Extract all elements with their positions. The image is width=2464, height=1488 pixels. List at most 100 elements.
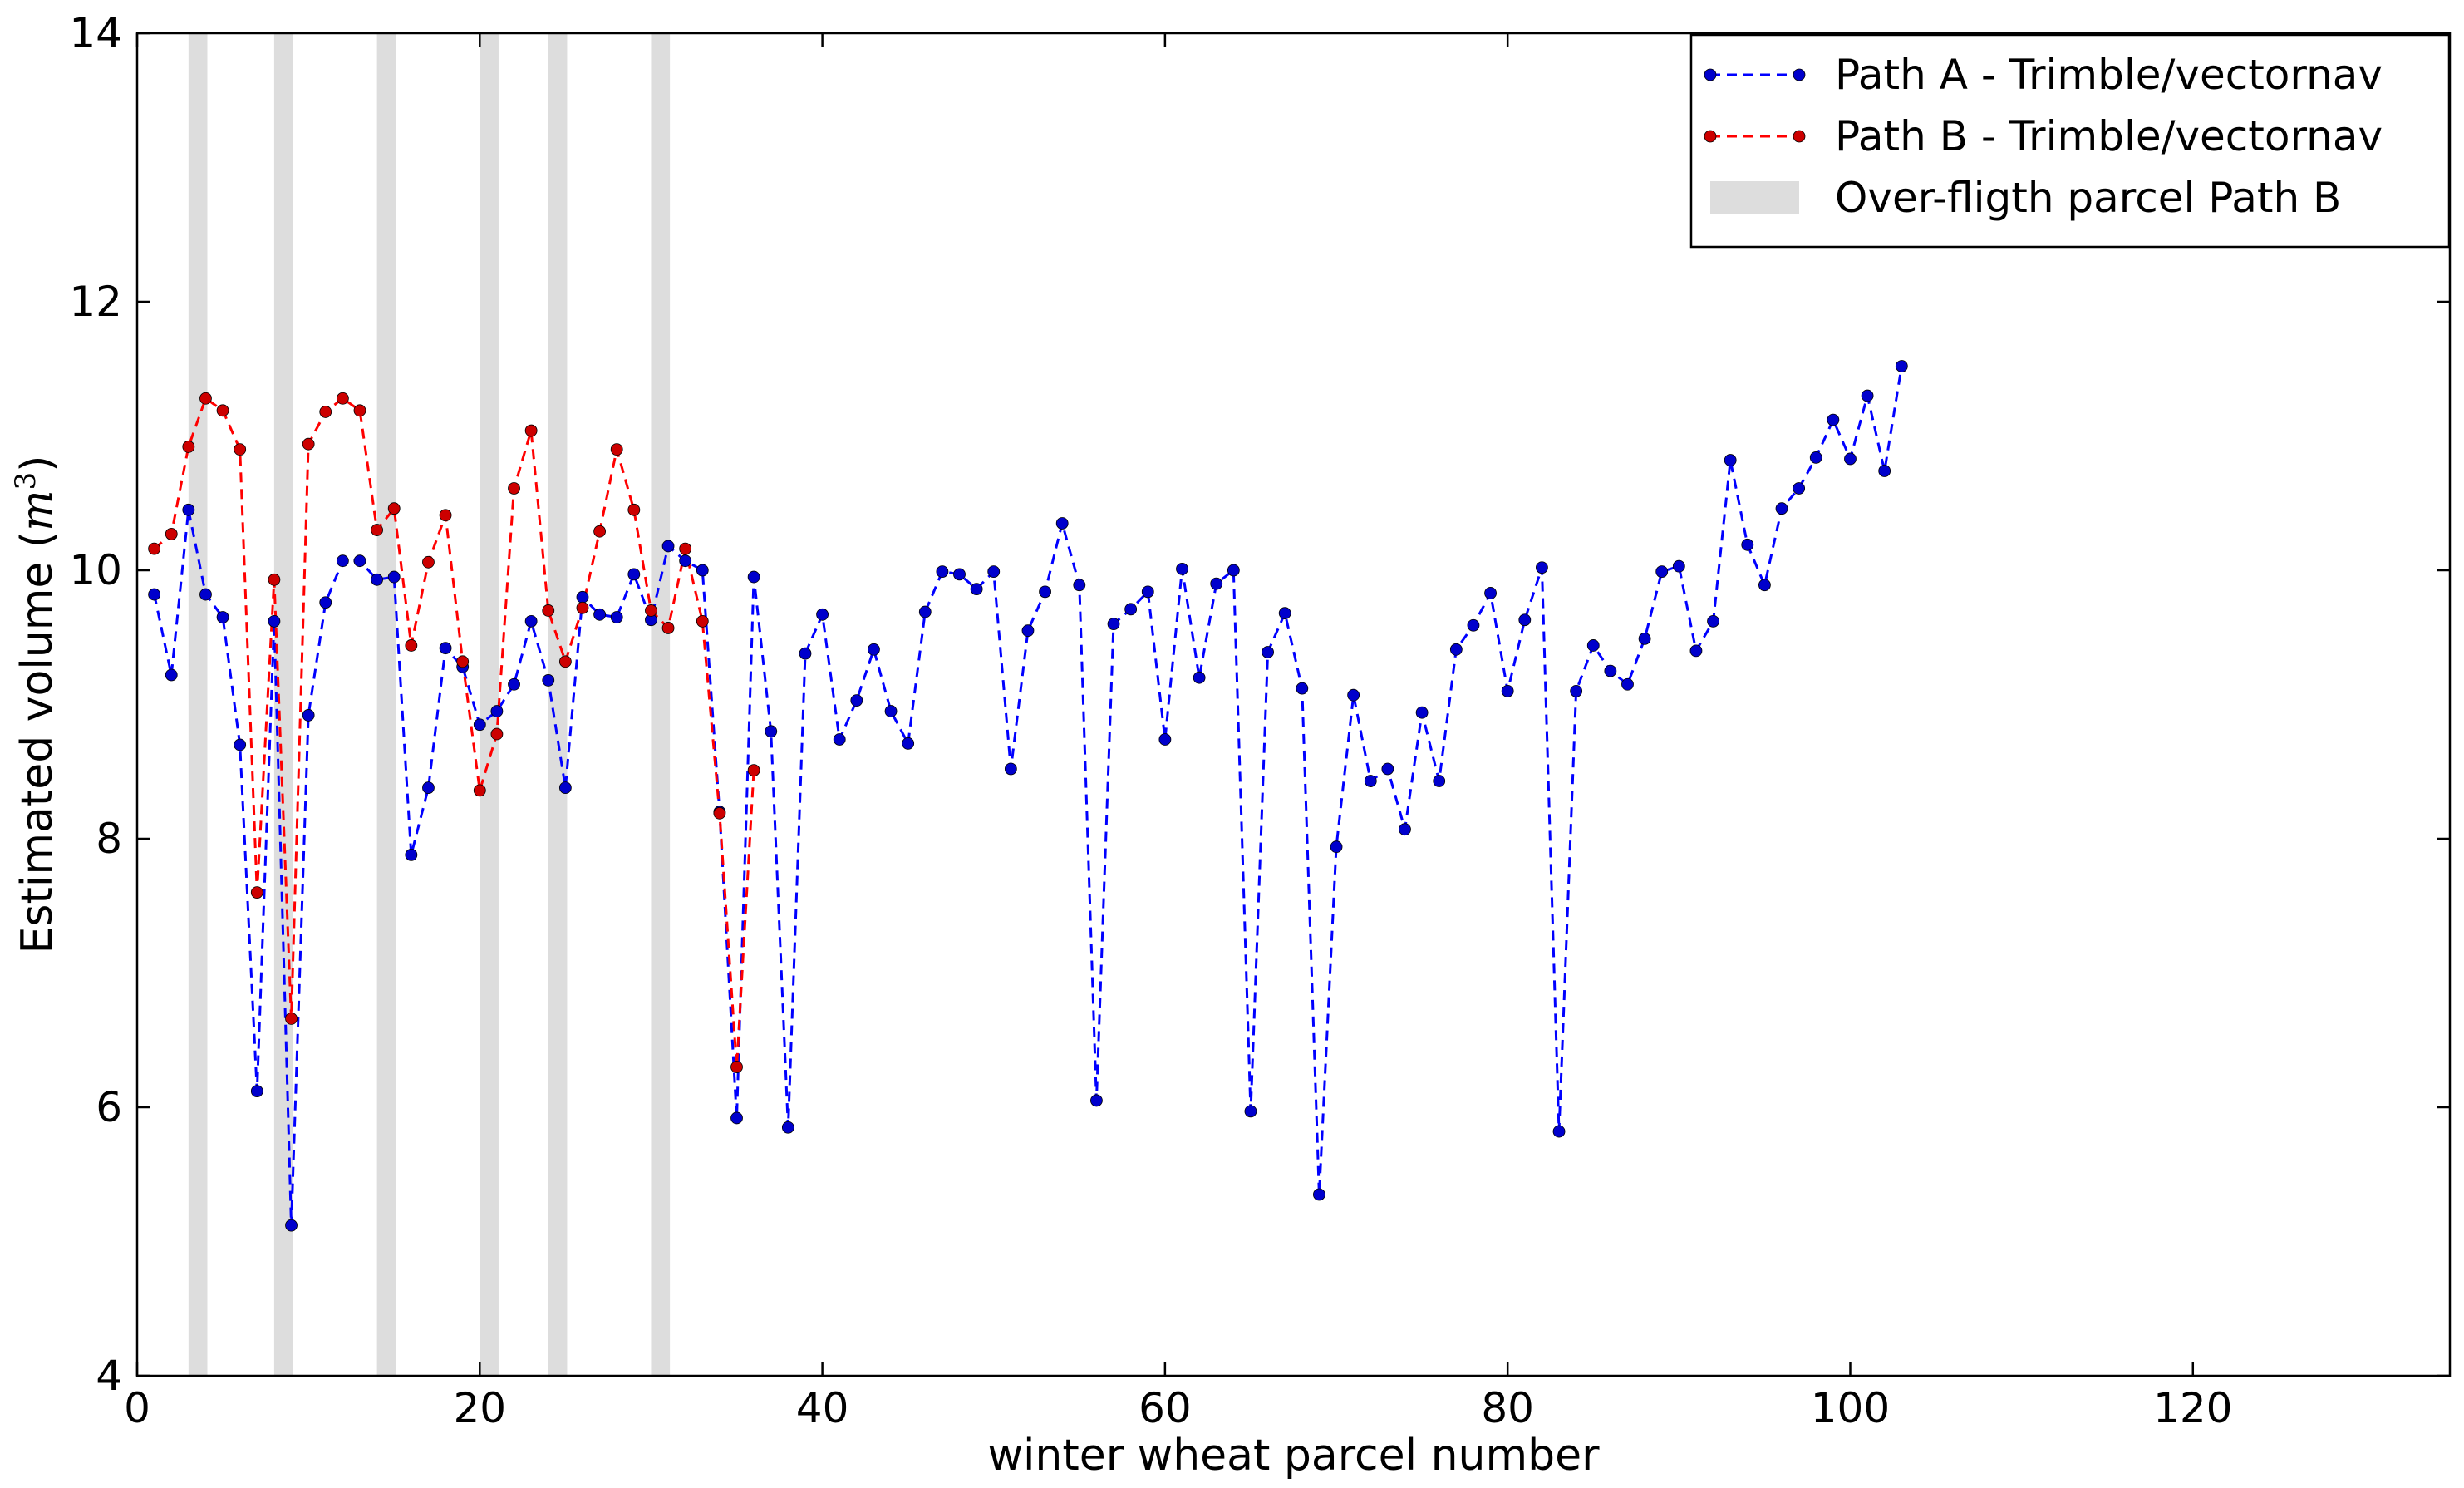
path-b-point [353, 404, 366, 417]
path-a-point [970, 583, 983, 596]
over-flight-band-3 [376, 33, 396, 1376]
path-a-point [1073, 579, 1086, 592]
path-a-point [1347, 688, 1360, 702]
path-a-point [1586, 639, 1600, 652]
path-a-point [884, 705, 898, 717]
over-flight-band-1 [188, 33, 208, 1376]
path-a-point [490, 705, 504, 717]
x-tick-label: 20 [453, 1384, 506, 1432]
legend-swatch-marker [1793, 130, 1806, 143]
path-a-point [285, 1219, 298, 1232]
path-a-point [1055, 517, 1069, 530]
y-axis-label: Estimated volume (m3) [9, 456, 62, 954]
series-points [148, 360, 1908, 1232]
path-a-point [1141, 585, 1154, 599]
path-a-point [918, 605, 932, 618]
x-tick-label: 120 [2153, 1384, 2232, 1432]
path-a-point [524, 614, 538, 628]
path-a-point [1278, 607, 1291, 620]
path-a-point [1895, 360, 1908, 372]
path-a-point [627, 568, 641, 581]
path-b-point [319, 406, 332, 418]
path-b-point [199, 392, 212, 405]
path-a-point [148, 588, 161, 601]
path-a-point [353, 554, 366, 568]
path-a-point [473, 718, 486, 732]
path-a-point [987, 565, 1001, 579]
legend-entry-label: Path B - Trimble/vectornav [1835, 112, 2383, 160]
y-tick-label: 8 [96, 815, 122, 863]
path-b-point [542, 604, 555, 617]
y-axis-label-text: Estimated volume ( [12, 531, 62, 954]
path-a-point [542, 674, 555, 687]
path-a-point [387, 570, 401, 584]
y-tick-label: 10 [69, 546, 122, 594]
path-a-point [319, 596, 332, 609]
path-b-point [508, 482, 520, 495]
over-flight-band-6 [651, 33, 671, 1376]
path-a-point [1124, 603, 1138, 616]
path-b-point [422, 555, 435, 569]
series-line-path-a [153, 366, 1903, 1226]
path-a-point [1193, 671, 1206, 684]
y-axis-label-math: m [12, 490, 62, 530]
path-a-point [1330, 840, 1343, 854]
path-a-point [576, 590, 589, 604]
path-a-point [747, 570, 760, 584]
path-a-point [1176, 562, 1188, 575]
path-a-point [1655, 565, 1669, 579]
x-tick-label: 40 [796, 1384, 849, 1432]
path-b-point [439, 509, 452, 522]
path-a-point [1672, 559, 1685, 573]
path-a-point [902, 737, 915, 750]
path-a-point [1021, 624, 1035, 638]
legend-swatch-marker [1704, 130, 1717, 143]
path-a-point [182, 503, 195, 516]
path-a-point [439, 642, 452, 655]
path-a-point [1227, 564, 1240, 577]
path-a-point [799, 647, 812, 660]
path-a-point [1604, 664, 1617, 677]
path-a-point [1501, 684, 1514, 697]
path-a-point [268, 614, 281, 628]
path-a-point [1381, 762, 1394, 776]
y-tick-label: 14 [69, 9, 122, 57]
path-a-point [1707, 614, 1719, 628]
path-a-point [422, 781, 435, 795]
path-a-point [781, 1121, 794, 1134]
y-axis-label-close: ) [12, 456, 62, 472]
path-a-point [1621, 677, 1634, 691]
path-a-point [661, 540, 675, 553]
path-a-point [1809, 451, 1822, 464]
over-flight-bands [188, 33, 671, 1376]
path-a-point [1861, 389, 1874, 402]
path-a-point [1296, 682, 1309, 695]
legend-swatch-band [1710, 181, 1799, 214]
legend-box [1689, 33, 2451, 249]
path-a-point [1158, 733, 1172, 746]
path-a-point [1107, 618, 1120, 630]
path-a-point [816, 608, 829, 621]
y-tick-label: 12 [69, 278, 122, 326]
path-a-point [199, 588, 212, 601]
over-flight-band-2 [273, 33, 293, 1376]
path-a-point [1758, 579, 1771, 592]
path-a-point [302, 709, 315, 722]
path-a-point [593, 608, 606, 621]
path-a-point [765, 725, 778, 738]
path-a-point [1724, 454, 1737, 466]
path-b-point [234, 443, 247, 456]
path-b-point [610, 443, 623, 456]
path-b-point [165, 527, 178, 540]
path-b-point [645, 604, 657, 617]
path-b-point [285, 1013, 298, 1025]
path-b-point [268, 573, 281, 586]
path-b-point [148, 542, 161, 555]
path-a-point [953, 568, 966, 581]
path-a-point [1570, 684, 1583, 697]
path-a-point [833, 733, 846, 746]
path-a-point [1467, 618, 1480, 632]
path-a-point [1536, 561, 1548, 574]
path-a-point [868, 643, 880, 656]
path-a-point [1449, 643, 1463, 656]
